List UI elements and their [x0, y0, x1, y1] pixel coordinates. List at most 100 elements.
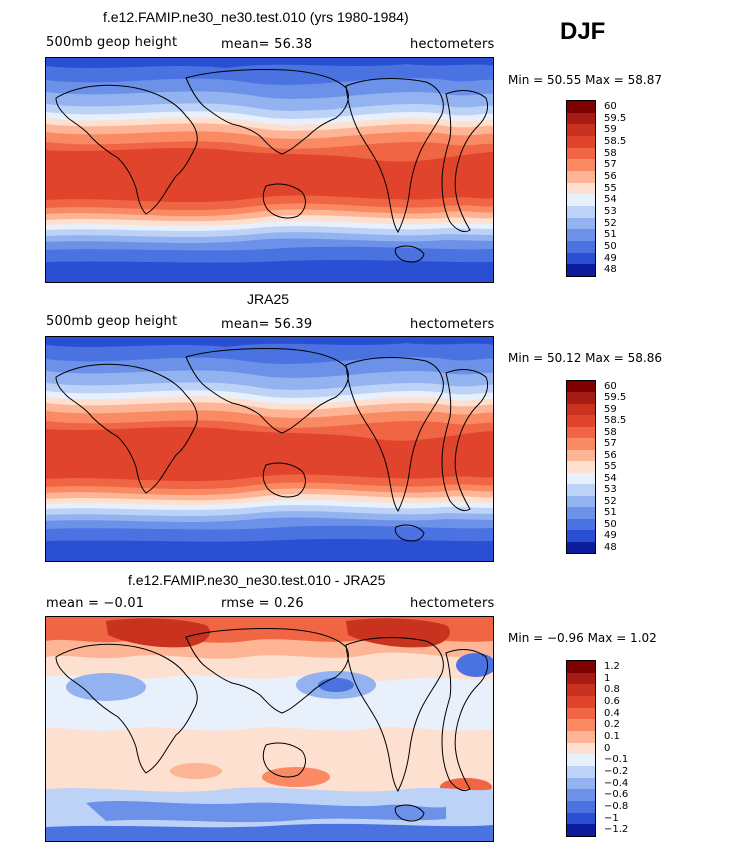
colorbar-label: 51 — [604, 507, 617, 519]
colorbar-swatch — [567, 241, 595, 254]
colorbar-swatch — [567, 789, 595, 802]
colorbar-swatch — [567, 495, 595, 508]
colorbar-label: 56 — [604, 449, 617, 461]
colorbar-label: 48 — [604, 541, 617, 553]
colorbar-label: 58.5 — [604, 136, 627, 147]
colorbar-swatch — [567, 112, 595, 125]
colorbar-label: 0 — [604, 742, 611, 754]
panel3-minmax: Min = −0.96 Max = 1.02 — [508, 631, 657, 645]
colorbar-swatch — [567, 661, 595, 674]
panel2-variable-label: 500mb geop height — [46, 314, 178, 329]
colorbar-label: 59 — [604, 124, 617, 136]
colorbar-swatch — [567, 252, 595, 265]
panel2-contour-field — [46, 337, 493, 561]
colorbar-swatch — [567, 696, 595, 709]
colorbar-label: −1 — [604, 812, 619, 824]
colorbar-label: 50 — [604, 241, 617, 252]
panel1-minmax: Min = 50.55 Max = 58.87 — [508, 73, 662, 87]
colorbar-swatch — [567, 812, 595, 825]
colorbar-label: 49 — [604, 252, 617, 264]
colorbar-label: 60 — [604, 381, 617, 392]
colorbar-label: 0.1 — [604, 731, 620, 742]
colorbar-label: 0.4 — [604, 707, 620, 719]
colorbar-label: 59 — [604, 403, 617, 415]
panel2-mean-label: mean= 56.39 — [221, 317, 313, 332]
colorbar-swatch — [567, 707, 595, 720]
panel3-contour-field — [46, 617, 493, 841]
colorbar-label: 0.8 — [604, 684, 620, 696]
colorbar-swatch — [567, 381, 595, 393]
colorbar-swatch — [567, 731, 595, 744]
colorbar-swatch — [567, 484, 595, 497]
colorbar-label: 50 — [604, 518, 617, 530]
colorbar-label: 59.5 — [604, 112, 627, 124]
panel3-rmse-label: rmse = 0.26 — [221, 596, 304, 611]
colorbar-swatch — [567, 101, 595, 114]
colorbar-swatch — [567, 206, 595, 219]
colorbar-label: −1.2 — [604, 824, 629, 836]
colorbar-swatch — [567, 777, 595, 790]
panel1-title: f.e12.FAMIP.ne30_ne30.test.010 (yrs 1980… — [103, 9, 409, 25]
colorbar-label: 1.2 — [604, 661, 620, 672]
panel1-colorbar — [566, 100, 596, 277]
colorbar-swatch — [567, 171, 595, 184]
colorbar-label: 55 — [604, 461, 617, 473]
colorbar-swatch — [567, 824, 595, 837]
colorbar-swatch — [567, 392, 595, 405]
colorbar-swatch — [567, 415, 595, 428]
colorbar-label: −0.8 — [604, 801, 629, 812]
panel1-contour-field — [46, 58, 493, 282]
colorbar-label: −0.2 — [604, 766, 629, 777]
panel3-mean-label: mean = −0.01 — [46, 596, 145, 611]
colorbar-swatch — [567, 472, 595, 485]
colorbar-label: −0.6 — [604, 789, 629, 801]
panel3-map — [45, 616, 494, 842]
colorbar-label: 55 — [604, 182, 617, 194]
colorbar-label: 60 — [604, 101, 617, 112]
colorbar-swatch — [567, 684, 595, 697]
panel2-map — [45, 336, 494, 562]
panel2-units-label: hectometers — [410, 317, 495, 332]
colorbar-swatch — [567, 541, 595, 554]
colorbar-swatch — [567, 754, 595, 767]
panel3-colorbar — [566, 660, 596, 837]
colorbar-label: 57 — [604, 438, 617, 450]
colorbar-label: 52 — [604, 217, 617, 229]
colorbar-swatch — [567, 182, 595, 195]
colorbar-swatch — [567, 449, 595, 462]
colorbar-swatch — [567, 461, 595, 474]
colorbar-label: 59.5 — [604, 392, 627, 404]
colorbar-label: 58.5 — [604, 415, 627, 427]
colorbar-label: 0.2 — [604, 719, 620, 731]
colorbar-label: 48 — [604, 264, 617, 276]
colorbar-swatch — [567, 518, 595, 531]
colorbar-label: 57 — [604, 159, 617, 171]
panel2-minmax: Min = 50.12 Max = 58.86 — [508, 351, 662, 365]
colorbar-swatch — [567, 124, 595, 137]
colorbar-swatch — [567, 264, 595, 277]
panel2-colorbar — [566, 380, 596, 554]
colorbar-swatch — [567, 403, 595, 416]
panel2-title: JRA25 — [247, 291, 290, 307]
panel1-mean-label: mean= 56.38 — [221, 37, 313, 52]
colorbar-label: 0.6 — [604, 696, 620, 707]
colorbar-label: 56 — [604, 171, 617, 182]
colorbar-swatch — [567, 507, 595, 520]
panel1-map — [45, 57, 494, 283]
colorbar-label: 53 — [604, 484, 617, 496]
colorbar-label: 53 — [604, 206, 617, 217]
colorbar-swatch — [567, 426, 595, 439]
colorbar-label: 51 — [604, 229, 617, 241]
colorbar-swatch — [567, 159, 595, 172]
colorbar-swatch — [567, 438, 595, 451]
panel3-title: f.e12.FAMIP.ne30_ne30.test.010 - JRA25 — [128, 572, 386, 588]
colorbar-swatch — [567, 147, 595, 160]
colorbar-swatch — [567, 194, 595, 207]
colorbar-label: −0.4 — [604, 777, 629, 789]
colorbar-label: 54 — [604, 472, 617, 484]
panel1-units-label: hectometers — [410, 37, 495, 52]
colorbar-swatch — [567, 136, 595, 149]
colorbar-swatch — [567, 801, 595, 814]
colorbar-label: −0.1 — [604, 754, 629, 766]
colorbar-swatch — [567, 672, 595, 685]
